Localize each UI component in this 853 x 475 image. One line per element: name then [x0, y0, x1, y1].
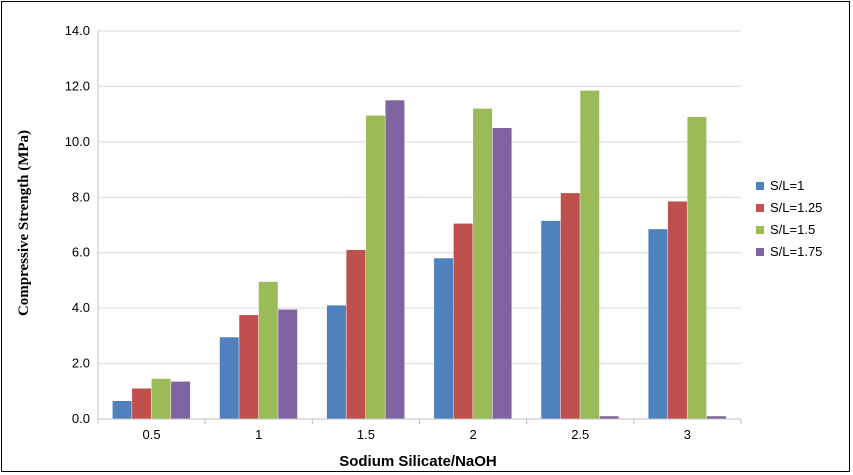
bar: [687, 116, 707, 420]
x-tick-label: 2: [469, 427, 476, 442]
bar: [560, 193, 580, 419]
bar: [239, 315, 259, 419]
legend-swatch: [756, 182, 764, 190]
bar: [112, 400, 132, 419]
y-tick-label: 12.0: [65, 78, 90, 93]
x-tick-label: 2.5: [571, 427, 589, 442]
gridlines: [98, 30, 741, 365]
bar: [667, 201, 687, 419]
legend-label: S/L=1.75: [770, 244, 822, 259]
bar: [706, 416, 726, 419]
bar: [541, 220, 561, 419]
x-tick-label: 0.5: [143, 427, 161, 442]
y-axis-title: Compressive Strength (MPa): [16, 130, 32, 316]
y-tick-label: 4.0: [72, 300, 90, 315]
y-tick-label: 8.0: [72, 189, 90, 204]
axes: [97, 31, 742, 424]
x-tick-label: 1: [255, 427, 262, 442]
bar: [453, 223, 473, 419]
bar: [365, 115, 385, 420]
x-tick-label: 1.5: [357, 427, 375, 442]
bar: [492, 128, 512, 419]
y-tick-label: 14.0: [65, 23, 90, 38]
legend-swatch: [756, 204, 764, 212]
bar: [346, 249, 366, 419]
legend-swatch: [756, 248, 764, 256]
y-tick-label: 2.0: [72, 356, 90, 371]
y-tick-label: 6.0: [72, 245, 90, 260]
y-tick-label: 0.0: [72, 411, 90, 426]
bar: [473, 108, 493, 419]
y-tick-labels: 0.0 2.0 4.0 6.0 8.0 10.0 12.0 14.0: [65, 23, 90, 426]
bar: [326, 305, 346, 419]
bar: [219, 337, 239, 419]
legend-swatch: [756, 226, 764, 234]
x-axis-title: Sodium Silicate/NaOH: [339, 453, 497, 470]
legend-label: S/L=1.5: [770, 222, 815, 237]
x-tick-labels: 0.5 1 1.5 2 2.5 3: [143, 427, 691, 442]
bar: [278, 309, 298, 419]
bars: [112, 90, 726, 420]
legend-label: S/L=1.25: [770, 200, 822, 215]
bar: [132, 388, 152, 419]
bar: [385, 100, 405, 420]
bar: [599, 416, 619, 419]
bar: [151, 378, 171, 419]
x-tick-label: 3: [684, 427, 691, 442]
bar: [258, 281, 278, 419]
legend-label: S/L=1: [770, 178, 804, 193]
legend: S/L=1 S/L=1.25 S/L=1.5 S/L=1.75: [756, 178, 822, 259]
bar: [171, 381, 191, 419]
bar: [580, 90, 600, 419]
bar: [434, 258, 454, 419]
bar: [648, 229, 668, 419]
y-tick-label: 10.0: [65, 134, 90, 149]
